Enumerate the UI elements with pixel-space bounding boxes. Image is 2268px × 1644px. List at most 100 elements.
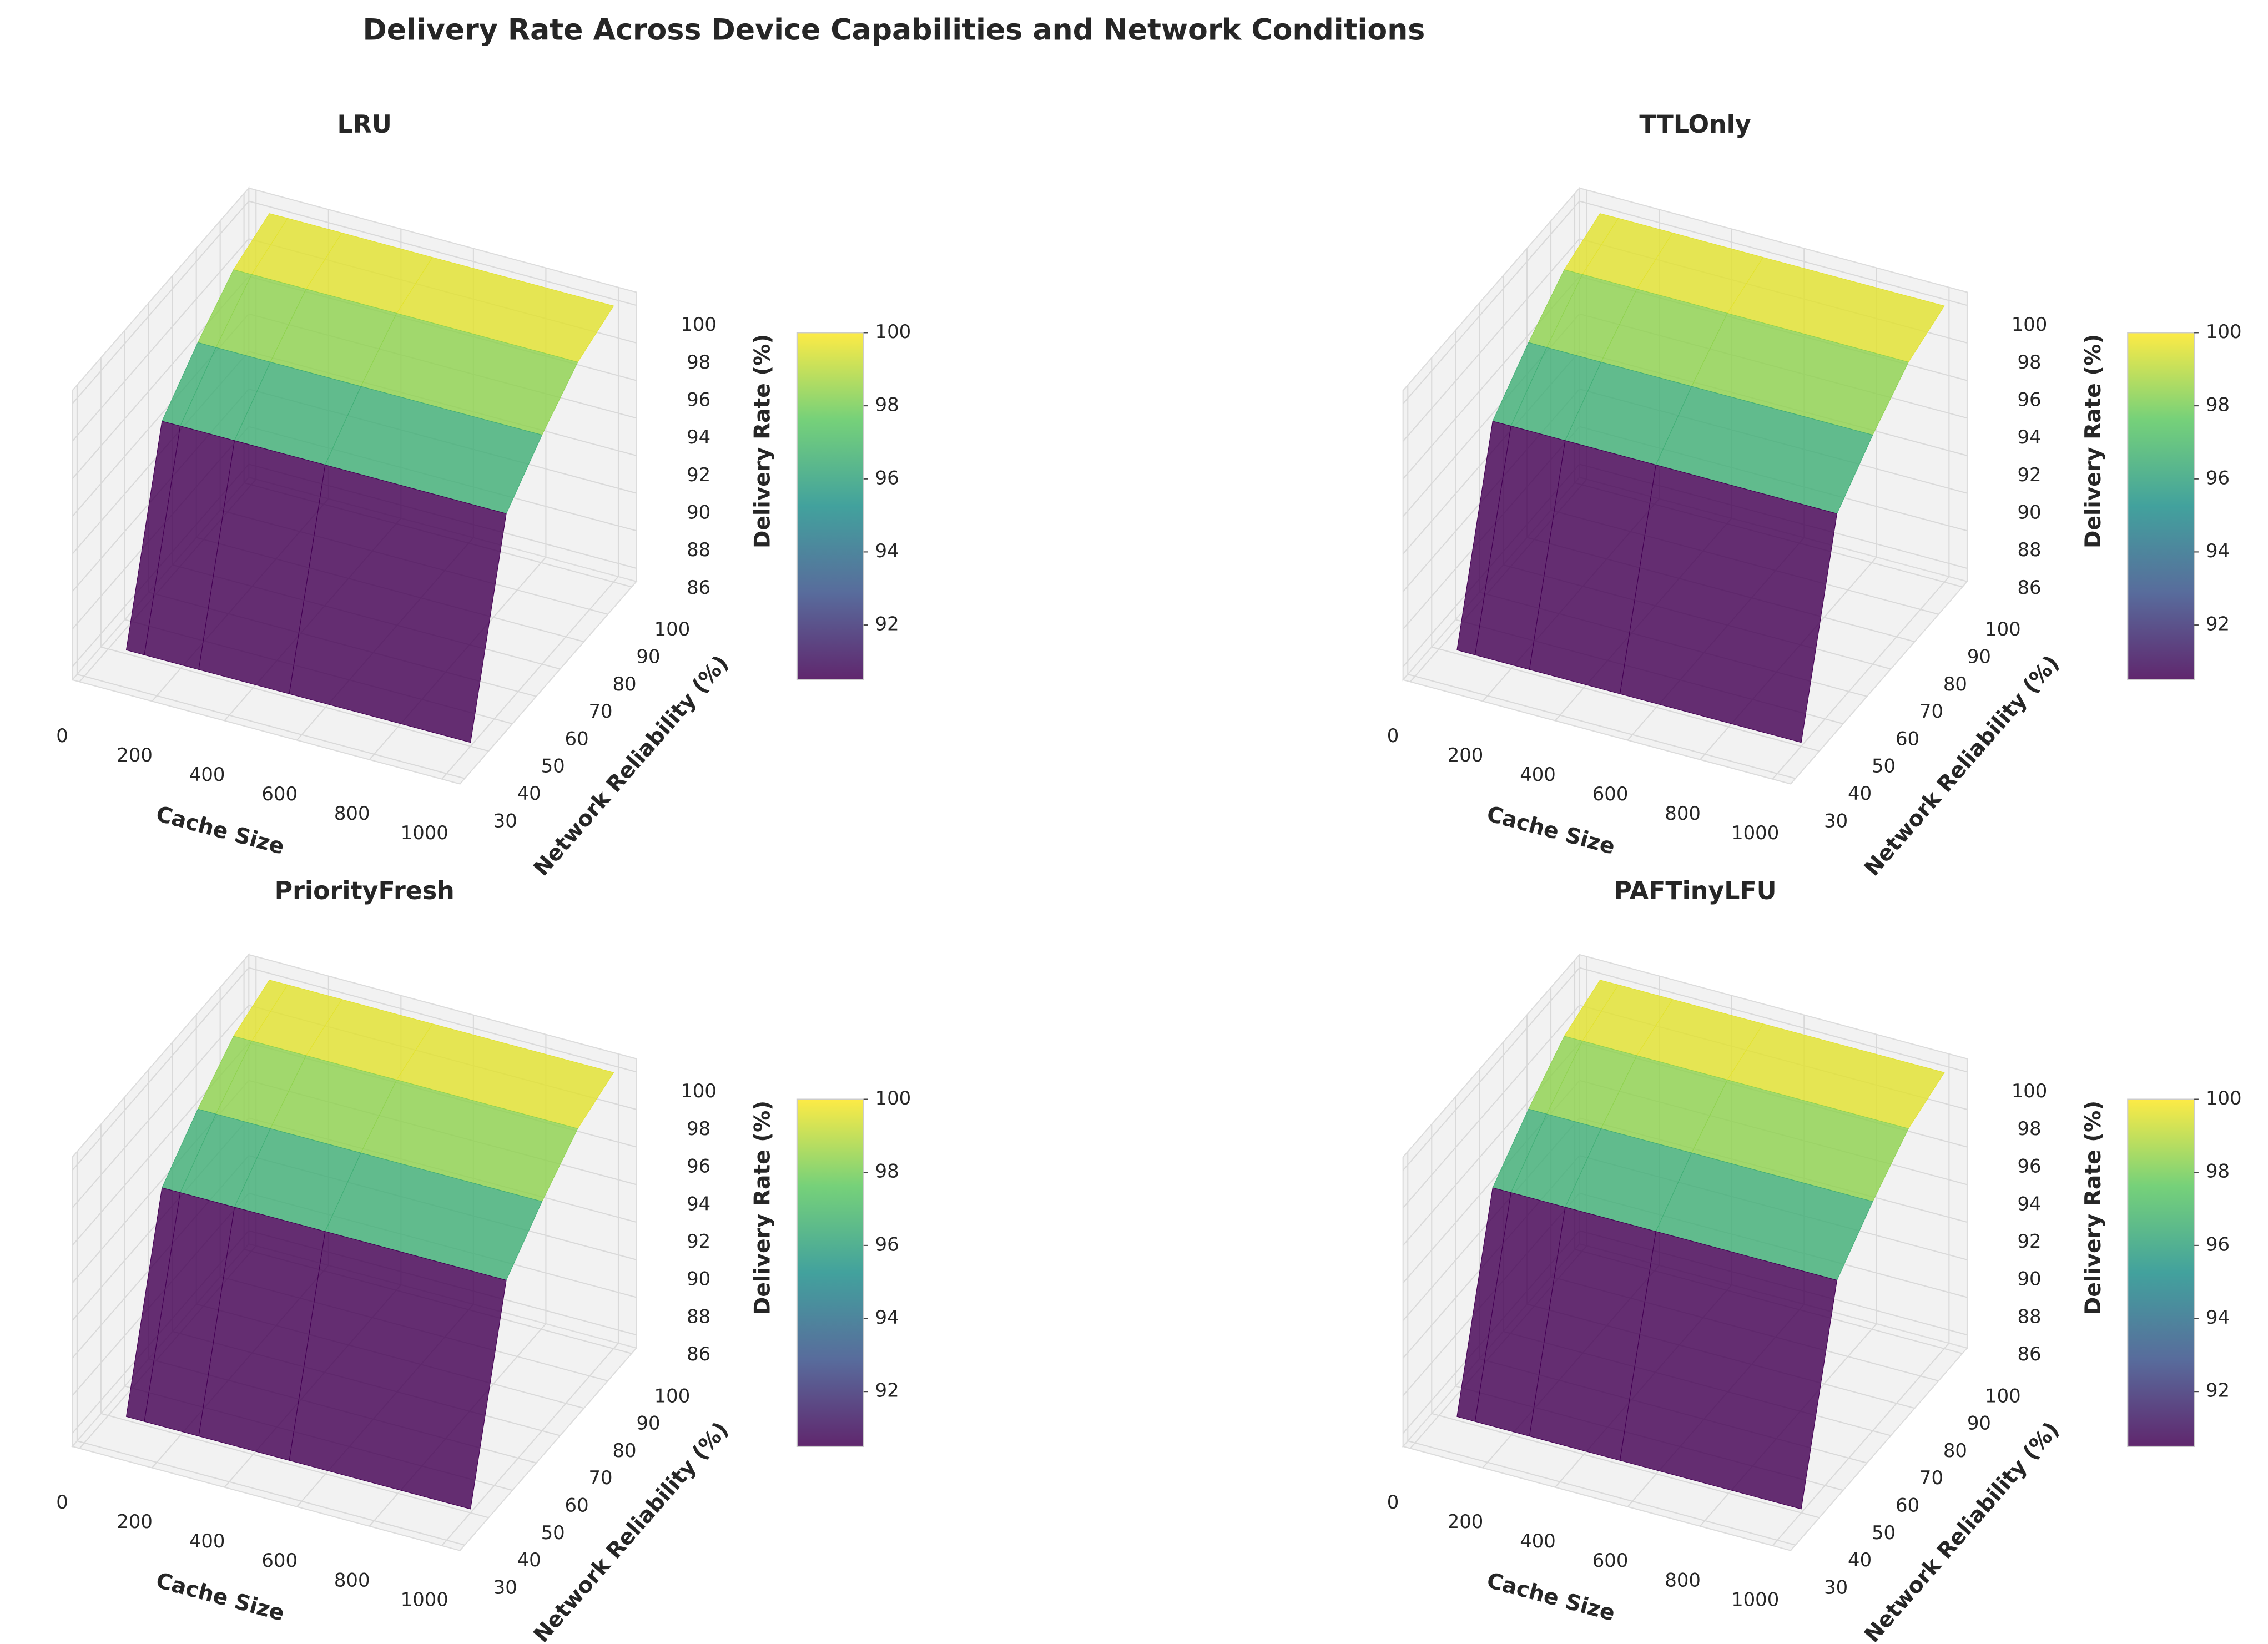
colorbar: [2127, 1098, 2195, 1447]
colorbar: [2127, 332, 2195, 680]
z-axis-label: Delivery Rate (%): [750, 1101, 775, 1315]
y-tick-label: 50: [1872, 755, 1896, 777]
z-tick-label: 92: [2017, 464, 2041, 486]
z-tick-label: 86: [2017, 577, 2041, 598]
z-tick-label: 98: [687, 351, 710, 373]
y-tick-label: 40: [517, 1549, 541, 1571]
surface-face: [1619, 464, 1838, 743]
grid-line: [72, 1005, 249, 1208]
z-tick-label: 100: [681, 314, 717, 335]
x-tick-label: 800: [1665, 803, 1701, 824]
subplot: 0200400600800100030405060708090100868890…: [1387, 877, 2242, 1644]
y-tick-label: 50: [541, 755, 565, 777]
z-tick-label: 92: [687, 464, 710, 486]
colorbar-tick-label: 98: [875, 394, 899, 416]
y-tick-label: 80: [612, 1440, 636, 1461]
y-tick-label: 100: [1985, 1385, 2021, 1406]
grid-line: [248, 200, 637, 306]
grid-line: [1408, 673, 1796, 779]
x-tick-label: 200: [117, 744, 153, 766]
x-tick-label: 400: [189, 764, 225, 785]
x-tick-label: 1000: [1731, 822, 1779, 844]
subplot-title: TTLOnly: [1639, 110, 1751, 139]
x-tick-label: 0: [1387, 725, 1399, 747]
z-tick-label: 94: [2017, 426, 2041, 448]
y-tick-label: 70: [589, 700, 613, 722]
colorbar-tick-label: 100: [875, 321, 911, 342]
colorbar-tick-label: 92: [2206, 613, 2230, 635]
z-axis-label: Delivery Rate (%): [2081, 334, 2106, 548]
z-tick-label: 90: [2017, 1268, 2041, 1290]
x-tick-label: 400: [1520, 1530, 1556, 1552]
y-tick-label: 30: [493, 1576, 517, 1598]
x-tick-label: 800: [334, 803, 370, 824]
grid-line: [72, 200, 249, 405]
z-tick-label: 98: [2017, 1118, 2041, 1139]
x-tick-label: 0: [1387, 1491, 1399, 1513]
subplot-title: PAFTinyLFU: [1614, 877, 1777, 905]
z-tick-label: 90: [687, 1268, 710, 1290]
grid-line: [1402, 200, 1580, 405]
x-tick-label: 1000: [401, 822, 448, 844]
grid-line: [1402, 1005, 1580, 1208]
y-tick-label: 70: [589, 1467, 613, 1489]
colorbar-tick-label: 94: [875, 1307, 899, 1328]
y-tick-label: 30: [1824, 810, 1848, 831]
x-tick-label: 1000: [401, 1588, 448, 1610]
z-tick-label: 88: [2017, 539, 2041, 561]
colorbar-tick-label: 92: [875, 1380, 899, 1401]
y-tick-label: 40: [1848, 783, 1872, 804]
x-tick-label: 400: [189, 1530, 225, 1552]
colorbar-tick-label: 98: [2206, 1161, 2230, 1182]
grid-line: [441, 1343, 619, 1546]
colorbar-tick-label: 92: [2206, 1380, 2230, 1401]
subplot: 0200400600800100030405060708090100868890…: [56, 877, 911, 1644]
x-tick-label: 800: [1665, 1569, 1701, 1591]
x-tick-label: 0: [56, 725, 68, 747]
grid-line: [1402, 238, 1580, 442]
z-axis-label: Delivery Rate (%): [2081, 1101, 2106, 1315]
colorbar-tick-label: 100: [2206, 321, 2242, 342]
y-tick-label: 60: [565, 728, 589, 749]
z-tick-label: 88: [2017, 1305, 2041, 1327]
grid-line: [1431, 1413, 1820, 1519]
y-tick-label: 50: [541, 1522, 565, 1544]
z-tick-label: 86: [687, 1343, 710, 1365]
y-tick-label: 30: [1824, 1576, 1848, 1598]
y-tick-label: 60: [565, 1494, 589, 1516]
colorbar-tick-label: 96: [2206, 1233, 2230, 1255]
z-tick-label: 90: [2017, 502, 2041, 523]
surface-face: [289, 464, 507, 743]
z-tick-label: 96: [687, 1156, 710, 1177]
grid-line: [100, 1413, 489, 1519]
y-tick-label: 80: [1943, 1440, 1967, 1461]
y-tick-label: 90: [636, 1413, 660, 1434]
colorbar-tick-label: 98: [875, 1161, 899, 1182]
grid-line: [1579, 200, 1968, 306]
x-tick-label: 200: [1448, 744, 1484, 766]
y-tick-label: 50: [1872, 1522, 1896, 1544]
z-tick-label: 98: [687, 1118, 710, 1139]
x-tick-label: 400: [1520, 764, 1556, 785]
y-tick-label: 80: [612, 673, 636, 695]
colorbar-tick-label: 100: [2206, 1087, 2242, 1109]
subplot: 0200400600800100030405060708090100868890…: [56, 110, 911, 881]
x-tick-label: 800: [334, 1569, 370, 1591]
subplot-title: PriorityFresh: [275, 877, 455, 905]
y-tick-label: 70: [1919, 1467, 1943, 1489]
z-tick-label: 96: [687, 389, 710, 411]
z-tick-label: 94: [2017, 1193, 2041, 1214]
z-tick-label: 100: [2012, 1080, 2048, 1102]
grid-line: [77, 673, 465, 779]
colorbar-tick-label: 94: [2206, 540, 2230, 562]
grid-line: [1408, 1440, 1796, 1546]
colorbar-tick-label: 100: [875, 1087, 911, 1109]
z-tick-label: 86: [2017, 1343, 2041, 1365]
z-tick-label: 88: [687, 1305, 710, 1327]
subplot: 0200400600800100030405060708090100868890…: [1387, 110, 2242, 881]
colorbar-tick-label: 94: [875, 540, 899, 562]
colorbar-tick-label: 94: [2206, 1307, 2230, 1328]
z-tick-label: 92: [2017, 1231, 2041, 1252]
